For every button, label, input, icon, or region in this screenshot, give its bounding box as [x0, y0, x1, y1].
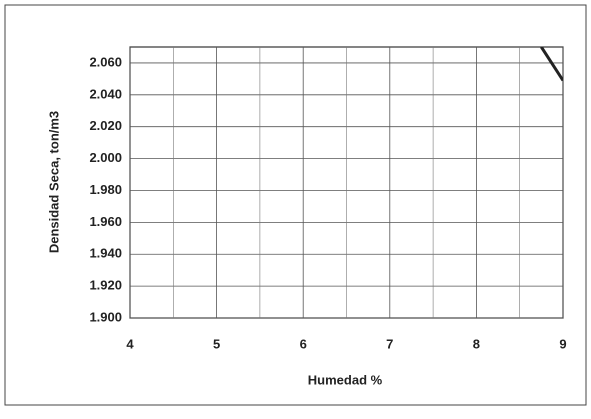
- y-tick-label: 2.000: [89, 150, 122, 165]
- y-tick-label: 1.900: [89, 309, 122, 324]
- y-tick-label: 1.920: [89, 278, 122, 293]
- y-axis-label: Densidad Seca, ton/m3: [46, 111, 61, 253]
- data-line: [540, 47, 563, 82]
- x-tick-label: 9: [559, 336, 566, 351]
- x-tick-label: 6: [300, 336, 307, 351]
- y-tick-label: 2.060: [89, 54, 122, 69]
- x-tick-label: 8: [473, 336, 480, 351]
- frame: [4, 4, 587, 406]
- y-tick-label: 2.020: [89, 118, 122, 133]
- y-tick-label: 1.980: [89, 182, 122, 197]
- y-tick-label: 1.960: [89, 214, 122, 229]
- x-tick-label: 5: [213, 336, 220, 351]
- y-tick-label: 1.940: [89, 246, 122, 261]
- x-tick-label: 4: [126, 336, 134, 351]
- y-tick-label: 2.040: [89, 86, 122, 101]
- x-tick-label: 7: [386, 336, 393, 351]
- x-axis-label: Humedad %: [308, 372, 383, 387]
